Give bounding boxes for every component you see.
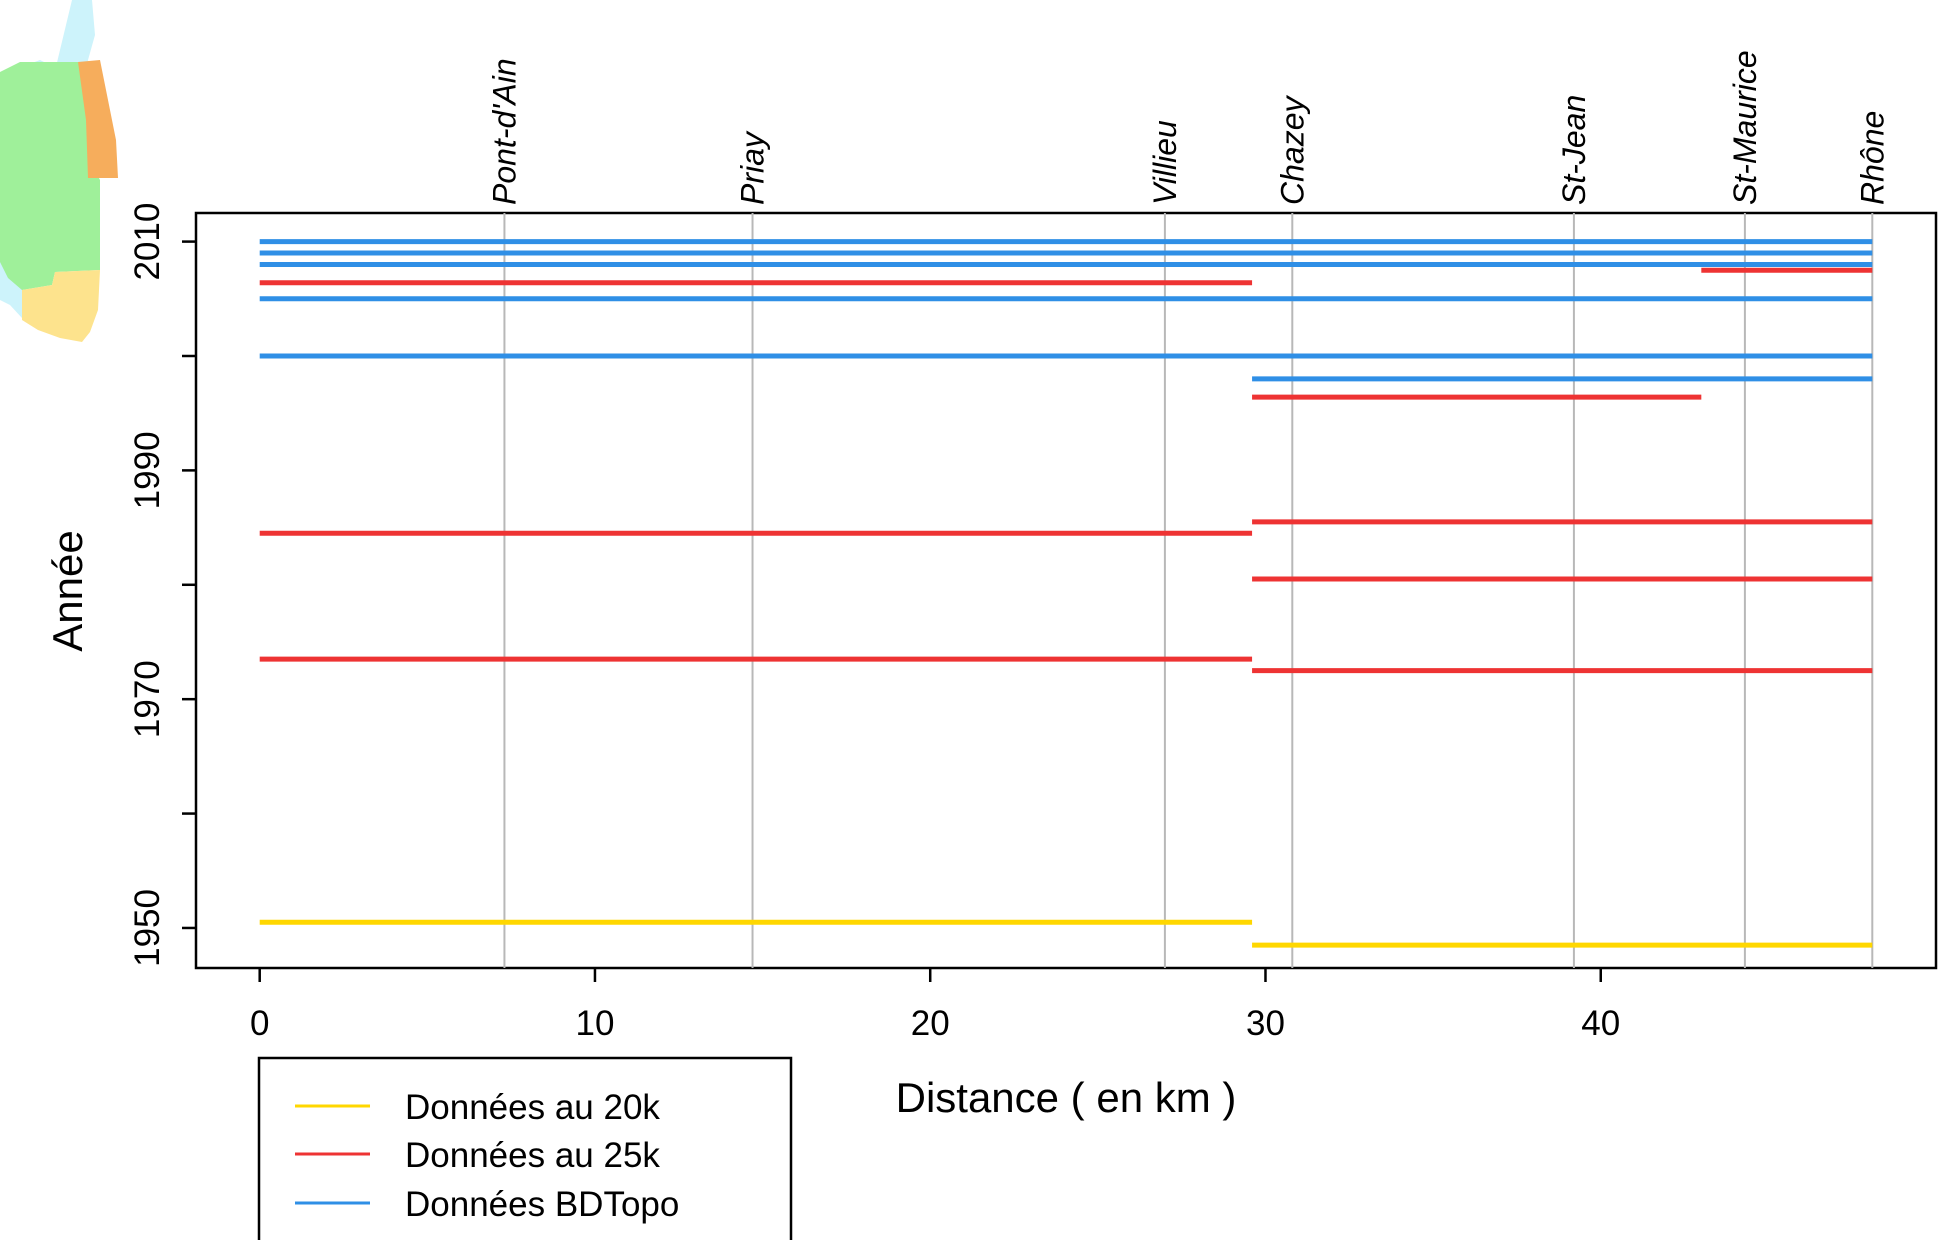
y-axis-title: Année (44, 530, 91, 651)
reference-label-priay: Priay (735, 130, 771, 205)
x-tick-label-30: 30 (1246, 1004, 1285, 1043)
x-tick-label-10: 10 (575, 1004, 614, 1043)
x-axis: 0 10 20 30 40 (250, 968, 1620, 1043)
series-layer (259, 239, 1873, 948)
inset-location-map (0, 0, 118, 342)
x-tick-label-40: 40 (1581, 1004, 1620, 1043)
reference-label-pont-d-ain: Pont-d'Ain (486, 58, 522, 205)
y-tick-label-1950: 1950 (128, 889, 167, 967)
x-tick-label-0: 0 (250, 1004, 269, 1043)
reference-lines: Pont-d'Ain Priay Villieu Chazey St-Jean St-Ma… (486, 50, 1890, 968)
reference-label-villieu: Villieu (1147, 120, 1183, 205)
legend-label-25k: Données au 25k (405, 1136, 660, 1175)
legend-box (257, 1056, 793, 1240)
y-tick-label-1970: 1970 (128, 660, 167, 738)
y-tick-label-1990: 1990 (128, 431, 167, 509)
y-tick-label-2010: 2010 (128, 203, 167, 281)
reference-label-chazey: Chazey (1274, 95, 1310, 206)
legend: Données au 20k Données au 25k Données BD… (257, 1056, 793, 1240)
x-tick-label-20: 20 (911, 1004, 950, 1043)
legend-label-bdtopo: Données BDTopo (405, 1185, 679, 1224)
reference-label-st-jean: St-Jean (1556, 95, 1592, 205)
plot-frame (194, 211, 1938, 970)
map-zone-south (22, 270, 100, 342)
map-zone-west (0, 62, 100, 290)
x-axis-title: Distance ( en km ) (896, 1074, 1237, 1121)
reference-label-rhone: Rhône (1854, 111, 1890, 205)
map-zone-east (78, 60, 118, 178)
reference-label-st-maurice: St-Maurice (1727, 50, 1763, 205)
legend-label-20k: Données au 20k (405, 1088, 660, 1127)
y-axis: 1950 1970 1990 2010 (128, 203, 196, 967)
